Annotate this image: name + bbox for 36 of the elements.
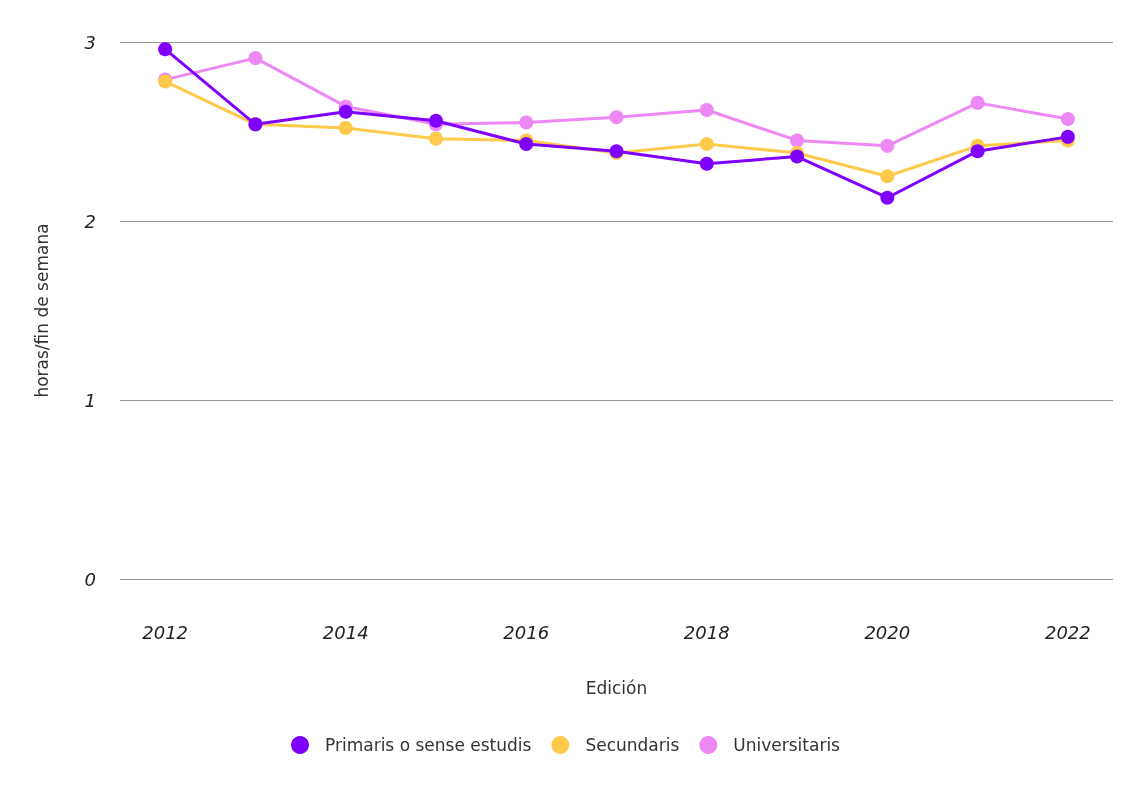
x-tick-label: 2022 [1044, 621, 1091, 643]
point [519, 137, 534, 152]
point [970, 144, 985, 159]
point [338, 120, 353, 135]
y-tick-label: 1 [84, 389, 96, 411]
y-tick-label: 2 [84, 210, 96, 232]
point [428, 113, 443, 128]
x-tick-label: 2014 [322, 621, 369, 643]
point [790, 133, 805, 148]
point [880, 169, 895, 184]
point [248, 51, 263, 66]
x-tick-label: 2012 [142, 621, 189, 643]
legend-label: Secundaris [585, 735, 680, 755]
point [880, 190, 895, 205]
x-tick-label: 2016 [503, 621, 550, 643]
point [970, 95, 985, 110]
legend-label: Primaris o sense estudis [325, 735, 532, 755]
point [880, 138, 895, 153]
y-tick-label: 0 [84, 568, 96, 590]
point [428, 131, 443, 146]
x-axis-title: Edición [585, 677, 648, 698]
point [609, 110, 624, 125]
legend-label: Universitaris [733, 735, 841, 755]
point [699, 103, 714, 118]
x-tick-label: 2018 [683, 621, 730, 643]
point [158, 42, 173, 57]
y-axis-title: horas/fin de semana [31, 223, 52, 398]
x-tick-label: 2020 [864, 621, 911, 643]
point [699, 137, 714, 152]
point [1060, 129, 1075, 144]
point [519, 115, 534, 130]
y-tick-label: 3 [84, 31, 96, 53]
point [1060, 111, 1075, 126]
point [790, 149, 805, 164]
point [338, 104, 353, 119]
point [699, 156, 714, 171]
